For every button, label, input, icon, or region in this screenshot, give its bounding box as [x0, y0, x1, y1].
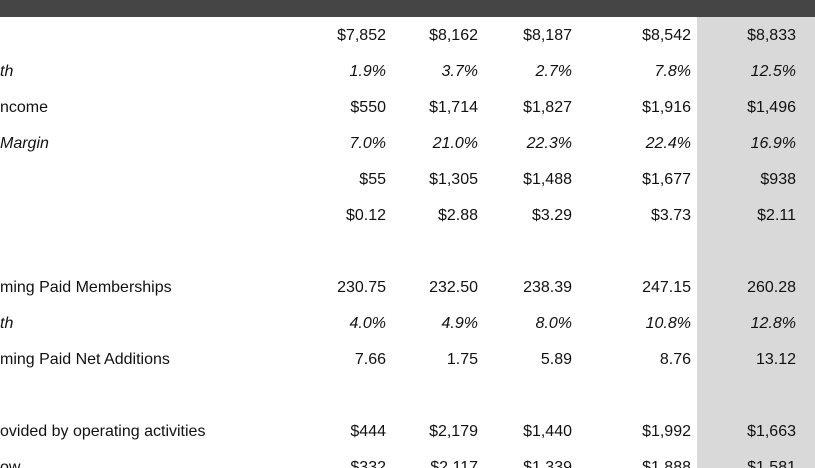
cell-value: $1,581 — [747, 459, 796, 468]
cell-value: 16.9% — [750, 135, 796, 152]
cell-value: 8.0% — [535, 315, 572, 332]
cell-value: $8,187 — [523, 27, 572, 44]
cell-value: $1,916 — [642, 99, 691, 116]
cell-value: 2.7% — [535, 63, 572, 80]
cell-value: 5.89 — [540, 351, 572, 368]
cell-value: 4.9% — [441, 315, 478, 332]
cell-value: 13.12 — [755, 351, 796, 368]
cell-value: $1,714 — [429, 99, 478, 116]
cell-value: $8,542 — [642, 27, 691, 44]
cell-value: $444 — [350, 423, 386, 440]
cell-value: $0.12 — [345, 207, 386, 224]
cell-value: $1,305 — [429, 171, 478, 188]
cell-value: 232.50 — [429, 279, 478, 296]
cell-value: $1,663 — [747, 423, 796, 440]
cell-value: 12.8% — [750, 315, 796, 332]
cell-value: 22.3% — [526, 135, 572, 152]
cell-value: 7.66 — [354, 351, 386, 368]
cell-value: $1,677 — [642, 171, 691, 188]
cell-value: 230.75 — [337, 279, 386, 296]
cell-value: $550 — [350, 99, 386, 116]
cell-value: $1,888 — [642, 459, 691, 468]
cell-value: $7,852 — [337, 27, 386, 44]
row-label: ming Paid Net Additions — [0, 351, 170, 368]
cell-value: $1,992 — [642, 423, 691, 440]
cell-value: 247.15 — [642, 279, 691, 296]
cell-value: $1,827 — [523, 99, 572, 116]
cell-value: $2,117 — [430, 459, 478, 468]
cell-value: 3.7% — [441, 63, 478, 80]
row-label: Margin — [0, 135, 49, 152]
cell-value: 4.0% — [349, 315, 386, 332]
cell-value: $1,496 — [747, 99, 796, 116]
row-label: ncome — [0, 99, 49, 116]
cell-value: $332 — [350, 459, 386, 468]
cell-value: 22.4% — [645, 135, 691, 152]
cell-value: $2.11 — [757, 207, 796, 224]
cell-value: 1.9% — [349, 63, 386, 80]
row-label: ovided by operating activities — [0, 423, 206, 440]
cell-value: $55 — [359, 171, 386, 188]
row-label: th — [0, 315, 14, 332]
cell-value: 7.8% — [654, 63, 691, 80]
cell-value: 260.28 — [747, 279, 796, 296]
cell-value: 8.76 — [659, 351, 691, 368]
cell-value: 12.5% — [750, 63, 796, 80]
header-bar — [0, 0, 815, 17]
cell-value: $3.73 — [650, 207, 691, 224]
cell-value: $1,488 — [523, 171, 572, 188]
cell-value: $8,162 — [429, 27, 478, 44]
cell-value: 1.75 — [446, 351, 478, 368]
cell-value: 10.8% — [645, 315, 691, 332]
cell-value: $8,833 — [747, 27, 796, 44]
cell-value: $1,440 — [523, 423, 572, 440]
cell-value: $2.88 — [437, 207, 478, 224]
row-label: th — [0, 63, 14, 80]
cell-value: 238.39 — [523, 279, 572, 296]
row-label: ming Paid Memberships — [0, 279, 172, 296]
cell-value: $2,179 — [429, 423, 478, 440]
highlighted-column — [697, 17, 815, 468]
row-label: ow — [0, 459, 21, 468]
cell-value: 7.0% — [349, 135, 386, 152]
cell-value: 21.0% — [432, 135, 478, 152]
cell-value: $1,339 — [523, 459, 572, 468]
cell-value: $938 — [760, 171, 796, 188]
cell-value: $3.29 — [531, 207, 572, 224]
